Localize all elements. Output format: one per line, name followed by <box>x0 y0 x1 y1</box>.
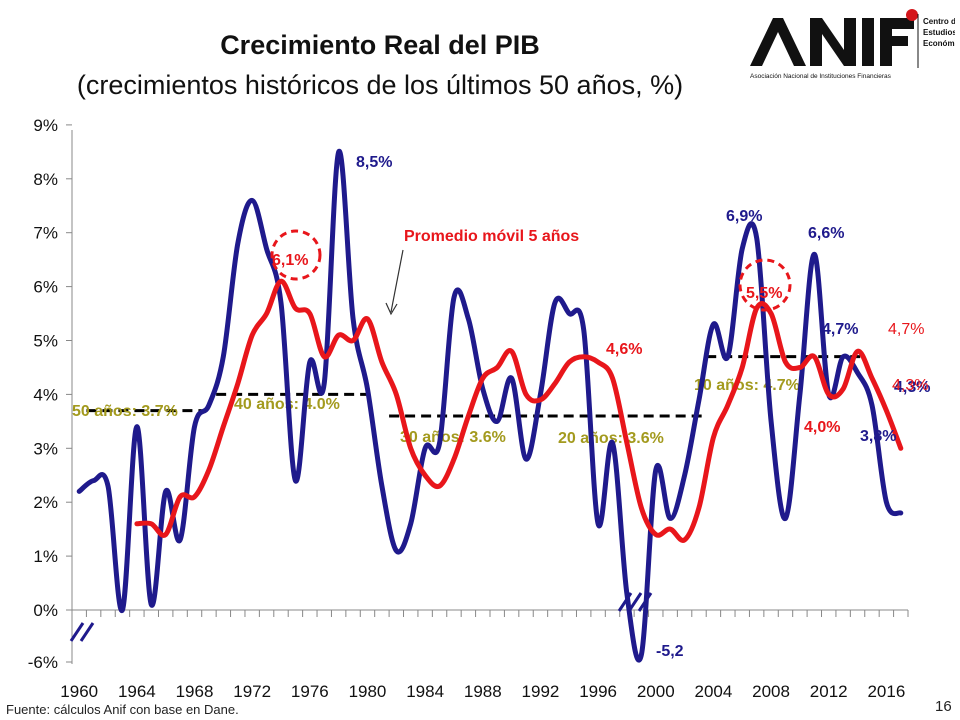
moving-average-line <box>134 278 904 544</box>
x-tick-label: 1984 <box>406 682 444 701</box>
x-tick-label: 2016 <box>867 682 905 701</box>
source-note: Fuente: cálculos Anif con base en Dane. <box>6 702 239 717</box>
y-tick-label: 4% <box>33 385 58 404</box>
gdp-value-label: 4,7% <box>822 321 858 338</box>
y-tick-label: 3% <box>33 439 58 458</box>
gdp-value-label: -5,2 <box>656 643 684 660</box>
y-tick-label: 6% <box>33 278 58 297</box>
x-tick-label: 1964 <box>118 682 156 701</box>
x-tick-label: 2012 <box>810 682 848 701</box>
moving-average-value-label: 6,1% <box>272 252 308 269</box>
highlight-circle <box>738 258 792 312</box>
average-label: 30 años: 3.6% <box>400 429 506 446</box>
x-tick-label: 1960 <box>60 682 98 701</box>
x-tick-label: 1968 <box>176 682 214 701</box>
annotation-arrow <box>390 249 404 313</box>
logo-center-1: Centro de <box>923 17 955 26</box>
page-number: 16 <box>935 698 952 715</box>
average-label: 50 años: 3.7% <box>72 403 178 420</box>
y-tick-label: 1% <box>33 547 58 566</box>
moving-average-value-label: 5,5% <box>746 285 782 302</box>
y-tick-label: 0% <box>33 601 58 620</box>
highlight-circle <box>270 229 322 281</box>
gdp-value-label: 4,3% <box>894 379 930 396</box>
gdp-value-label: 6,6% <box>808 225 844 242</box>
moving-average-value-label: 4,3% <box>892 377 928 394</box>
x-tick-label: 1988 <box>464 682 502 701</box>
x-tick-label: 2008 <box>752 682 790 701</box>
y-tick-label: 2% <box>33 493 58 512</box>
moving-average-annotation: Promedio móvil 5 años <box>404 228 579 245</box>
axis-break-mark <box>69 622 85 642</box>
logo-mark <box>750 9 918 66</box>
logo-center-3: Económicos <box>923 39 955 48</box>
x-tick-label: 1996 <box>579 682 617 701</box>
moving-average-value-label: 4,7% <box>888 321 924 338</box>
gdp-growth-line <box>76 149 904 663</box>
x-tick-label: 1992 <box>522 682 560 701</box>
moving-average-value-label: 4,6% <box>606 341 642 358</box>
y-tick-label: -6% <box>28 653 58 672</box>
x-tick-label: 2004 <box>694 682 732 701</box>
chart-subtitle: (crecimientos históricos de los últimos … <box>76 70 684 100</box>
y-tick-label: 8% <box>33 170 58 189</box>
x-tick-label: 2000 <box>637 682 675 701</box>
logo-center-2: Estudios <box>923 28 955 37</box>
average-label: 10 años: 4.7% <box>694 377 800 394</box>
average-label: 20 años: 3.6% <box>558 430 664 447</box>
x-tick-label: 1972 <box>233 682 271 701</box>
annotation-arrowhead <box>385 302 398 316</box>
x-tick-label: 1980 <box>349 682 387 701</box>
gdp-value-label: 8,5% <box>356 154 392 171</box>
gdp-value-label: 6,9% <box>726 208 762 225</box>
axis-break-mark <box>79 622 95 642</box>
gdp-value-label: 3,8% <box>860 428 896 445</box>
logo-caption: Asociación Nacional de Instituciones Fin… <box>750 73 892 80</box>
moving-average-value-label: 4,0% <box>804 419 840 436</box>
y-tick-label: 7% <box>33 224 58 243</box>
anif-logo: Asociación Nacional de Instituciones Fin… <box>750 9 955 80</box>
chart-title: Crecimiento Real del PIB <box>220 30 540 60</box>
y-tick-label: 9% <box>33 116 58 135</box>
y-tick-label: 5% <box>33 332 58 351</box>
x-tick-label: 1976 <box>291 682 329 701</box>
